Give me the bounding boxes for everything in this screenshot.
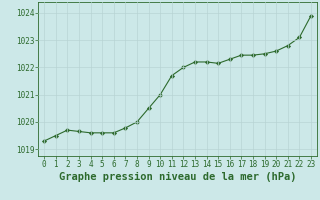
X-axis label: Graphe pression niveau de la mer (hPa): Graphe pression niveau de la mer (hPa) [59,172,296,182]
